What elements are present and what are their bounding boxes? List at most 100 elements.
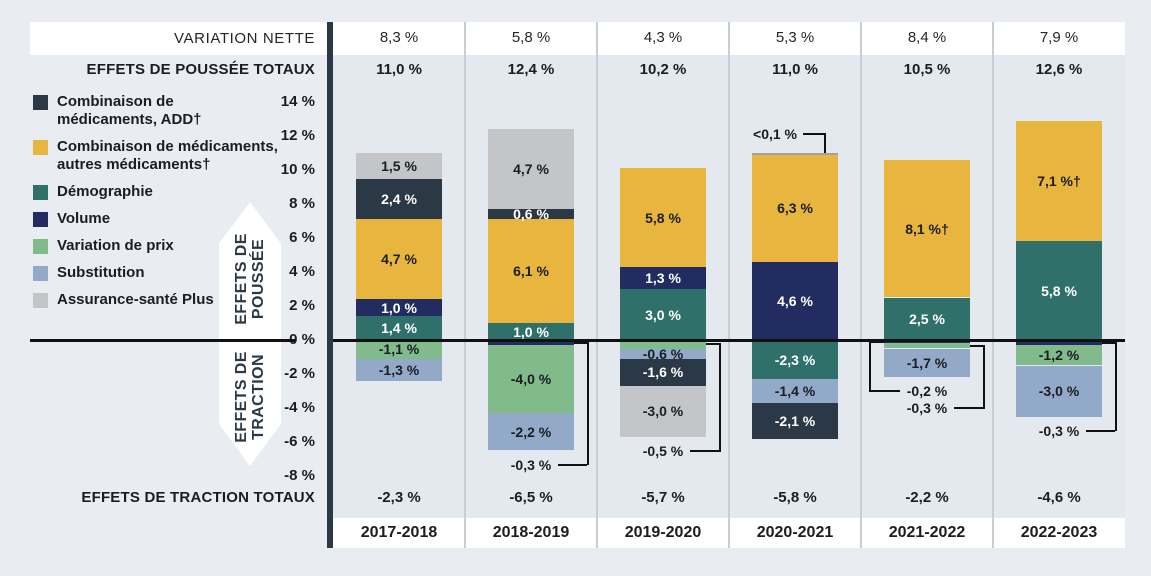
bar-segment-add: 0,6 %: [488, 206, 574, 222]
bar-segment-demographie: -2,3 %: [752, 340, 838, 380]
pull-total-value: -2,2 %: [905, 489, 949, 506]
legend-label-assurance_sante_plus: Assurance-santé Plus: [57, 291, 214, 308]
push-total-value: 11,0 %: [772, 61, 818, 78]
push-effects-arrow-label: EFFETS DE POUSSÉE: [233, 233, 267, 325]
pull-total-value: -2,3 %: [377, 489, 421, 506]
callout-line: [983, 344, 985, 410]
net-variation-row-label: VARIATION NETTE: [174, 30, 315, 47]
callout-label: <0,1 %: [753, 126, 797, 143]
axis-tick: 12 %: [280, 127, 315, 144]
column-separator: [464, 22, 466, 548]
bar-segment-assurance_sante_plus: 4,7 %: [488, 129, 574, 210]
bar-segment-volume: 1,0 %: [356, 299, 442, 317]
push-total-value: 11,0 %: [376, 61, 422, 78]
axis-tick: 6 %: [289, 229, 315, 246]
bar-segment-variation_prix: -1,2 %: [1016, 345, 1102, 366]
callout-line: [587, 341, 589, 466]
callout-line: [824, 133, 826, 154]
axis-tick: 2 %: [289, 297, 315, 314]
column-separator: [992, 22, 994, 548]
callout-label: -0,3 %: [1038, 422, 1080, 439]
bar-segment-autres_medicaments: 6,3 %: [752, 154, 838, 262]
callout-line: [719, 343, 721, 452]
bar-segment-volume: 1,3 %: [620, 266, 706, 289]
zero-baseline: [333, 339, 1125, 342]
callout-line: [869, 390, 900, 393]
legend-item-variation_prix: Variation de prix: [33, 237, 293, 255]
legend-label-volume: Volume: [57, 210, 111, 227]
bar-segment-substitution: -1,3 %: [356, 358, 442, 381]
pull-totals-row-label: EFFETS DE TRACTION TOTAUX: [81, 489, 315, 506]
legend-item-autres_medicaments: Combinaison de médicaments, autres médica…: [33, 138, 293, 174]
bar-segment-demographie: 3,0 %: [620, 289, 706, 340]
axis-tick: -8 %: [284, 467, 315, 484]
legend-swatch-volume: [33, 212, 48, 227]
legend-swatch-variation_prix: [33, 239, 48, 254]
axis-tick: 8 %: [289, 195, 315, 212]
year-label: 2017-2018: [360, 524, 438, 541]
bar-segment-substitution: -3,0 %: [1016, 365, 1102, 417]
legend-label-add: Combinaison de médicaments, ADD†: [57, 93, 202, 128]
pull-total-value: -4,6 %: [1037, 489, 1081, 506]
bar-segment-substitution: -1,4 %: [752, 379, 838, 403]
bar-segment-autres_medicaments: 6,1 %: [488, 219, 574, 323]
net-variation-value: 7,9 %: [1039, 29, 1079, 46]
axis-tick: 0 %: [289, 331, 315, 348]
bar-segment-substitution: -2,2 %: [488, 413, 574, 451]
push-total-value: 12,4 %: [507, 61, 555, 78]
bar-segment-demographie: 5,8 %: [1016, 241, 1102, 340]
legend-swatch-autres_medicaments: [33, 140, 48, 155]
legend-item-substitution: Substitution: [33, 264, 293, 282]
bar-segment-variation_prix: [620, 340, 706, 349]
bar-segment-variation_prix: -4,0 %: [488, 345, 574, 414]
bar-segment-add: -2,1 %: [752, 402, 838, 439]
axis-tick: 10 %: [280, 161, 315, 178]
net-variation-value: 5,3 %: [775, 29, 815, 46]
push-arrow-line1: EFFETS DE: [233, 233, 250, 326]
callout-line: [690, 449, 719, 452]
bar-segment-substitution: -0,6 %: [620, 346, 706, 362]
legend-swatch-assurance_sante_plus: [33, 293, 48, 308]
bar-segment-substitution: -1,7 %: [884, 348, 970, 378]
callout-line: [869, 340, 871, 393]
callout-label: -0,3 %: [906, 400, 948, 417]
callout-line: [706, 343, 721, 346]
callout-line: [970, 344, 985, 347]
callout-line: [574, 341, 589, 344]
callout-label: -0,3 %: [510, 456, 552, 473]
callout-line: [1102, 341, 1117, 344]
year-label: 2020-2021: [756, 524, 834, 541]
callout-line: [558, 463, 587, 466]
callout-label: -0,2 %: [906, 383, 948, 400]
bar-segment-variation_prix: [884, 343, 970, 349]
bar-segment-autres_medicaments: 4,7 %: [356, 219, 442, 300]
bar-segment-volume: [488, 340, 574, 346]
legend-label-demographie: Démographie: [57, 183, 153, 200]
bar-segment-add: 2,4 %: [356, 178, 442, 220]
net-variation-value: 8,4 %: [907, 29, 947, 46]
legend-item-add: Combinaison de médicaments, ADD†: [33, 93, 293, 129]
axis-tick: 4 %: [289, 263, 315, 280]
legend-item-volume: Volume: [33, 210, 293, 228]
net-variation-band: [30, 22, 1125, 55]
push-total-value: 10,2 %: [639, 61, 687, 78]
bar-segment-volume: [1016, 340, 1102, 346]
bar-segment-autres_medicaments: 8,1 %†: [884, 159, 970, 298]
bar-segment-assurance_sante_plus: 1,5 %: [356, 153, 442, 179]
callout-line: [1086, 429, 1115, 432]
axis-tick: -2 %: [284, 365, 315, 382]
pull-total-value: -5,7 %: [641, 489, 685, 506]
year-label: 2018-2019: [492, 524, 570, 541]
zero-baseline-left: [30, 339, 295, 342]
bar-segment-volume: 4,6 %: [752, 261, 838, 340]
bar-segment-demographie: 1,0 %: [488, 323, 574, 340]
bar-segment-add: -1,6 %: [620, 358, 706, 386]
legend-swatch-add: [33, 95, 48, 110]
callout-label: -0,5 %: [642, 442, 684, 459]
push-totals-row-label: EFFETS DE POUSSÉE TOTAUX: [86, 61, 315, 78]
axis-divider-bar: [327, 22, 333, 548]
column-separator: [596, 22, 598, 548]
push-total-value: 12,6 %: [1035, 61, 1083, 78]
column-separator: [728, 22, 730, 548]
year-label: 2019-2020: [624, 524, 702, 541]
